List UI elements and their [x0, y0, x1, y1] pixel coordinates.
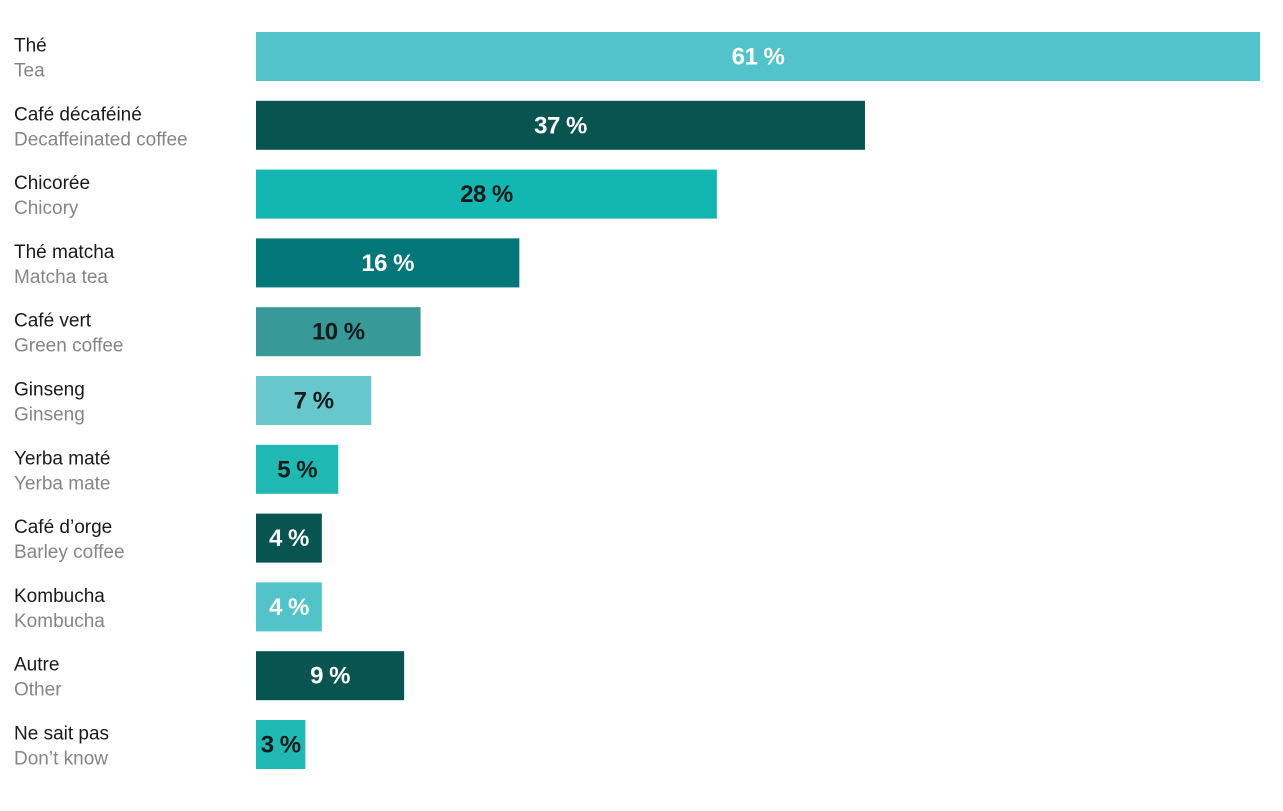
category-label: Café décaféiné: [14, 104, 142, 125]
bar-value-label: 37 %: [534, 112, 587, 139]
bar: [256, 169, 717, 219]
category-label-english: Kombucha: [14, 611, 105, 632]
value-labels: 61 % 37 % 28 % 16 % 10 % 7 % 5 % 4 % 4 % 9 % 3 %: [261, 44, 785, 759]
category-label-english: Matcha tea: [14, 267, 108, 288]
bar-value-label: 4 %: [269, 594, 309, 621]
category-label: Kombucha: [14, 586, 105, 607]
bar: [256, 307, 421, 357]
bar: [256, 651, 405, 701]
bars: [256, 32, 1260, 769]
category-label: Chicorée: [14, 173, 90, 194]
bar: [256, 513, 322, 563]
bar: [256, 238, 520, 288]
bar-value-label: 4 %: [269, 525, 309, 552]
category-labels: Thé Tea Café décaféiné Decaffeinated coffee…: [14, 36, 188, 770]
category-label-english: Other: [14, 680, 62, 701]
bar-value-label: 9 %: [310, 663, 350, 690]
category-label: Yerba maté: [14, 448, 110, 469]
bar-value-label: 3 %: [261, 732, 301, 759]
bar-value-label: 5 %: [277, 456, 317, 483]
category-label: Thé matcha: [14, 242, 115, 263]
category-label-english: Chicory: [14, 198, 79, 219]
category-label-english: Ginseng: [14, 405, 85, 426]
bar-value-label: 61 %: [732, 44, 785, 71]
bar: [256, 376, 372, 425]
bar-value-label: 16 %: [361, 250, 414, 277]
bar-value-label: 28 %: [460, 181, 513, 208]
category-label-english: Barley coffee: [14, 542, 125, 563]
category-label-english: Decaffeinated coffee: [14, 129, 188, 150]
bar: [256, 720, 306, 769]
bar: [256, 32, 1260, 81]
bar: [256, 444, 339, 494]
bar-value-label: 10 %: [312, 319, 365, 346]
category-label: Café vert: [14, 311, 92, 332]
category-label: Café d’orge: [14, 517, 112, 538]
category-label-english: Don’t know: [14, 749, 108, 770]
category-label: Autre: [14, 655, 59, 676]
bar-value-label: 7 %: [294, 388, 334, 415]
bar: [256, 100, 865, 150]
category-label: Ginseng: [14, 380, 85, 401]
bar: [256, 582, 322, 632]
category-label: Thé: [14, 36, 47, 57]
category-label-english: Tea: [14, 61, 45, 82]
category-label-english: Green coffee: [14, 336, 124, 357]
category-label-english: Yerba mate: [14, 473, 110, 494]
category-label: Ne sait pas: [14, 724, 109, 745]
